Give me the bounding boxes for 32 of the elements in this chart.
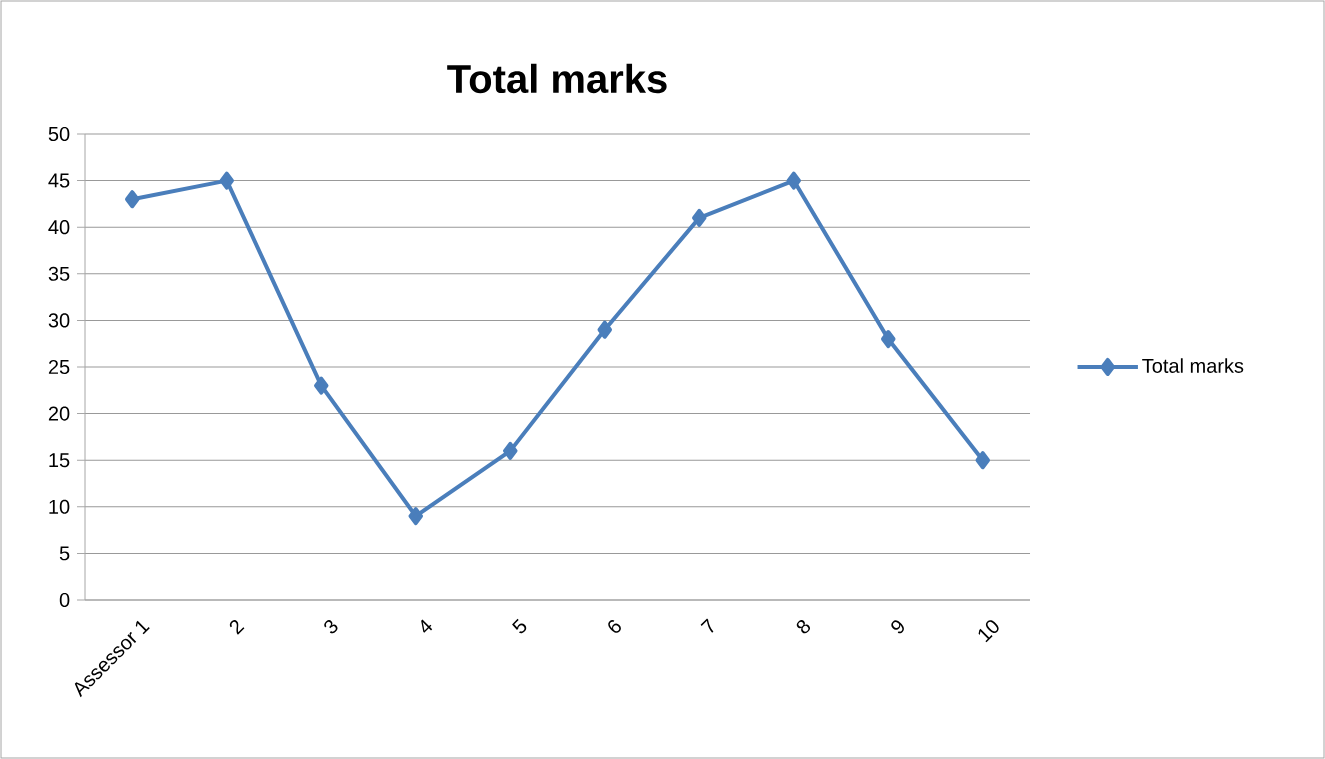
y-tick-label: 30	[48, 313, 70, 328]
x-tick-label: 6	[608, 620, 621, 633]
x-tick-label: 7	[700, 618, 714, 633]
y-tick-label: 25	[48, 359, 70, 375]
x-tick-label: 9	[891, 620, 904, 634]
y-tick-label: 20	[48, 406, 70, 421]
x-tick-label: 10	[978, 620, 999, 643]
point	[125, 190, 140, 209]
x-tick-label: 2	[229, 620, 245, 635]
point	[219, 171, 235, 190]
y-tick-label: 50	[48, 126, 70, 142]
x-tick-label: 5	[512, 618, 527, 634]
point	[408, 507, 424, 526]
y-tick-label: 0	[59, 592, 70, 608]
legend-label: Total marks	[1142, 358, 1244, 373]
y-tick-label: 45	[48, 173, 70, 188]
point	[597, 320, 613, 339]
point	[786, 171, 802, 190]
point	[881, 330, 896, 349]
point	[314, 376, 329, 395]
y-tick-label: 10	[49, 499, 70, 514]
chart-title: Total marks	[447, 63, 667, 94]
y-tick-label: 15	[49, 453, 70, 468]
x-tick-label: 3	[324, 620, 338, 634]
y-tick-label: 5	[59, 546, 70, 561]
x-tick-label: 8	[796, 620, 811, 634]
y-tick-label: 35	[48, 266, 70, 281]
y-tick-label: 40	[48, 220, 70, 235]
point	[692, 208, 707, 227]
point	[503, 441, 518, 460]
point	[975, 451, 991, 470]
x-tick-label: 4	[421, 619, 433, 633]
